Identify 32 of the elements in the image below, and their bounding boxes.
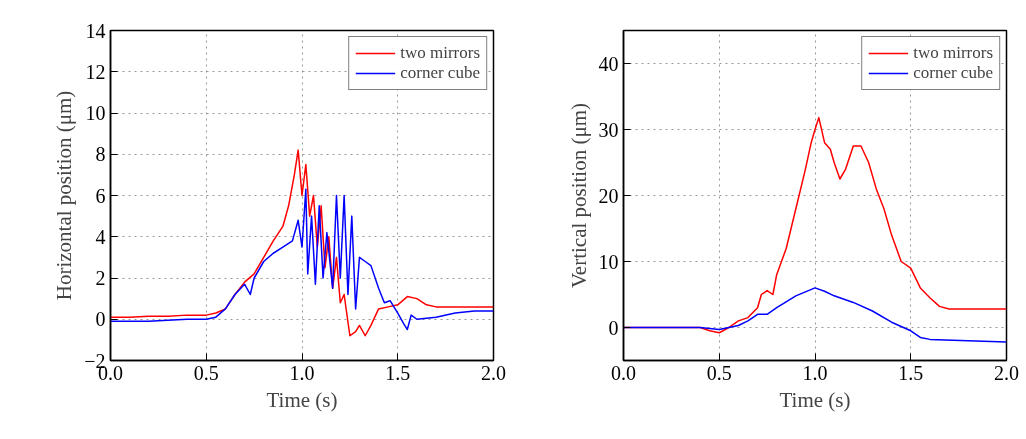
x-tick-label: 1.0 xyxy=(802,361,828,384)
x-tick-label: 1.5 xyxy=(385,361,411,384)
x-tick-label: 1.0 xyxy=(289,361,315,384)
y-tick-label: 40 xyxy=(598,52,619,75)
y-tick-label: 0 xyxy=(608,316,619,339)
y-tick-label: 20 xyxy=(598,184,619,207)
x-tick-label: 2.0 xyxy=(994,361,1019,384)
line-series xyxy=(110,188,494,331)
x-axis-title: Time (s) xyxy=(779,387,851,412)
x-tick-label: 0.0 xyxy=(611,361,636,384)
y-tick-label: 10 xyxy=(85,102,106,124)
y-tick-label: 8 xyxy=(95,143,106,166)
y-tick-label: 6 xyxy=(95,184,106,207)
x-axis-title: Time (s) xyxy=(266,387,338,412)
y-tick-label: 10 xyxy=(598,250,619,273)
x-tick-label: 2.0 xyxy=(481,361,506,384)
y-axis-title: Vertical position (μm) xyxy=(566,102,591,289)
legend-label: corner cube xyxy=(400,63,480,83)
y-axis-title: Horizontal position (μm) xyxy=(52,90,77,301)
y-tick-label: 12 xyxy=(85,60,106,83)
y-tick-label: 2 xyxy=(95,267,106,289)
line-series xyxy=(110,149,494,337)
x-tick-label: 1.5 xyxy=(898,361,924,384)
y-tick-label: 14 xyxy=(85,19,106,42)
y-tick-label: 0 xyxy=(95,308,106,331)
legend-label: two mirrors xyxy=(913,43,993,63)
y-tick-label: 30 xyxy=(598,118,619,141)
legend-label: corner cube xyxy=(913,63,993,83)
legend-label: two mirrors xyxy=(400,43,480,63)
x-tick-label: 0.5 xyxy=(193,361,219,384)
x-tick-label: 0.5 xyxy=(706,361,732,384)
y-tick-label: 4 xyxy=(95,225,106,248)
